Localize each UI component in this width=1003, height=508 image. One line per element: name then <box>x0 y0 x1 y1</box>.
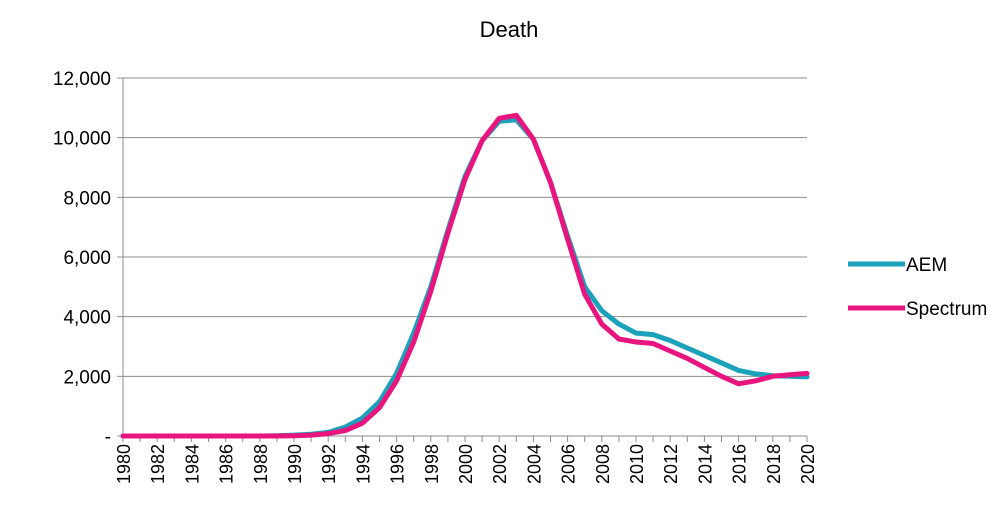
series-line-spectrum <box>120 112 810 439</box>
x-tick-label: 2008 <box>593 444 613 484</box>
x-tick-label: 2014 <box>695 444 715 484</box>
x-axis-tick-labels: 1980 1982 1984 1986 1988 1990 1992 1994 1996 1998… <box>114 444 818 484</box>
axes <box>117 77 808 442</box>
chart-title: Death <box>480 17 539 42</box>
y-tick-label: 10,000 <box>53 129 111 150</box>
x-tick-label: 1998 <box>422 444 442 484</box>
legend: AEM Spectrum <box>848 255 987 320</box>
y-tick-label: 6,000 <box>63 248 111 269</box>
series-lines <box>120 112 810 439</box>
x-tick-label: 1980 <box>114 444 134 484</box>
y-axis-tick-labels: - 2,000 4,000 6,000 8,000 10,000 12,000 <box>53 69 111 448</box>
legend-label-spectrum: Spectrum <box>906 299 987 320</box>
x-tick-label: 2012 <box>661 444 681 484</box>
y-tick-label: 4,000 <box>63 308 111 329</box>
y-tick-label: 2,000 <box>63 367 111 388</box>
x-tick-label: 2000 <box>456 444 476 484</box>
y-tick-label: 12,000 <box>53 69 111 90</box>
x-tick-label: 2006 <box>559 444 579 484</box>
x-tick-label: 1986 <box>217 444 237 484</box>
x-tick-label: 2002 <box>490 444 510 484</box>
x-tick-label: 1994 <box>353 444 373 484</box>
x-tick-label: 2018 <box>764 444 784 484</box>
x-tick-label: 1996 <box>388 444 408 484</box>
x-tick-label: 1982 <box>148 444 168 484</box>
legend-label-aem: AEM <box>906 255 947 276</box>
x-tick-label: 2010 <box>627 444 647 484</box>
x-tick-label: 2016 <box>730 444 750 484</box>
y-tick-label: 8,000 <box>63 188 111 209</box>
series-line-aem <box>120 117 810 439</box>
x-tick-label: 2004 <box>524 444 544 484</box>
x-tick-label: 1990 <box>285 444 305 484</box>
x-tick-label: 1992 <box>319 444 339 484</box>
x-tick-label: 1988 <box>251 444 271 484</box>
x-tick-label: 2020 <box>798 444 818 484</box>
y-tick-label: - <box>105 427 111 448</box>
x-tick-label: 1984 <box>182 444 202 484</box>
gridlines <box>123 77 807 377</box>
